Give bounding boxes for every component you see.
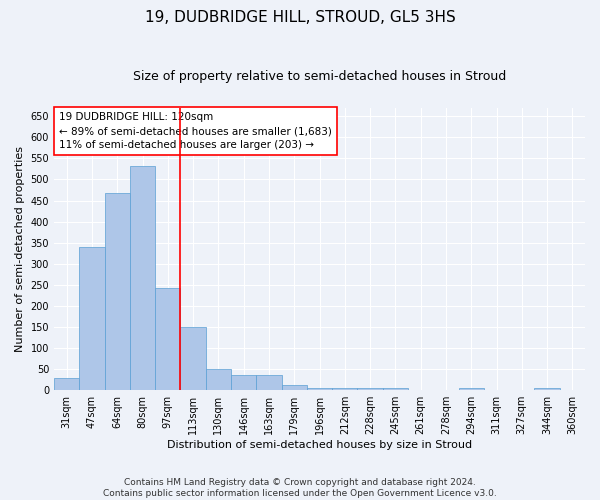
Bar [458,388,484,390]
Bar [130,166,155,390]
Text: 19 DUDBRIDGE HILL: 120sqm
← 89% of semi-detached houses are smaller (1,683)
11% : 19 DUDBRIDGE HILL: 120sqm ← 89% of semi-… [59,112,332,150]
Bar [358,388,383,390]
Text: Contains HM Land Registry data © Crown copyright and database right 2024.
Contai: Contains HM Land Registry data © Crown c… [103,478,497,498]
Bar [281,385,307,390]
Bar [104,193,130,390]
Text: 19, DUDBRIDGE HILL, STROUD, GL5 3HS: 19, DUDBRIDGE HILL, STROUD, GL5 3HS [145,10,455,25]
Bar [332,388,358,390]
Bar [256,376,281,390]
X-axis label: Distribution of semi-detached houses by size in Stroud: Distribution of semi-detached houses by … [167,440,472,450]
Bar [181,327,206,390]
Bar [231,376,256,390]
Bar [535,388,560,390]
Bar [155,288,181,390]
Bar [307,388,332,390]
Y-axis label: Number of semi-detached properties: Number of semi-detached properties [15,146,25,352]
Bar [383,388,408,390]
Title: Size of property relative to semi-detached houses in Stroud: Size of property relative to semi-detach… [133,70,506,83]
Bar [54,378,79,390]
Bar [79,247,104,390]
Bar [206,369,231,390]
